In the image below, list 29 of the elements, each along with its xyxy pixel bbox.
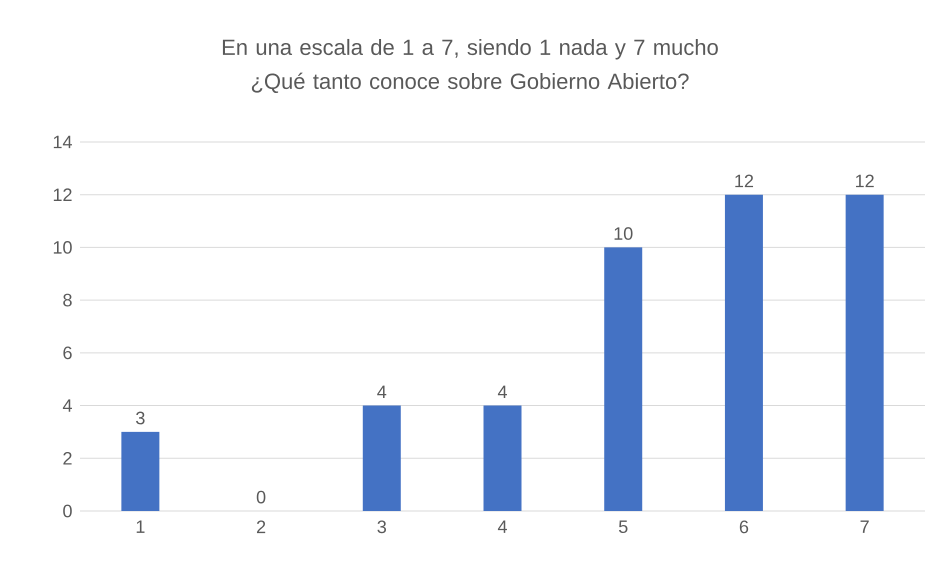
data-label: 3 [136, 412, 145, 424]
data-label: 4 [498, 386, 507, 398]
data-label: 4 [377, 386, 386, 398]
y-tick-label: 6 [63, 346, 72, 360]
chart-title: En una escala de 1 a 7, siendo 1 nada y 7 mucho ¿Qué tanto conoce sobre Gobierno Abierto? [222, 38, 718, 94]
x-tick-label: 5 [618, 520, 628, 534]
x-tick-label: 4 [498, 520, 507, 533]
x-tick-label: 1 [136, 520, 144, 533]
data-label: 12 [856, 174, 874, 188]
x-tick-label: 3 [377, 520, 386, 534]
bar [121, 432, 160, 511]
y-tick-label: 8 [63, 294, 72, 306]
data-label: 12 [735, 174, 754, 188]
x-tick-label: 2 [256, 520, 266, 534]
y-tick-label: 10 [54, 241, 72, 254]
bar [846, 194, 884, 511]
data-label: 10 [614, 227, 633, 240]
x-tick-label: 7 [860, 520, 869, 533]
y-tick-label: 14 [54, 136, 72, 148]
bar [362, 406, 401, 511]
bar [604, 247, 642, 511]
y-tick-label: 4 [62, 399, 72, 412]
bar [724, 194, 763, 511]
y-tick-label: 0 [63, 504, 72, 518]
data-label: 0 [256, 490, 266, 504]
y-tick-label: 2 [63, 452, 72, 465]
y-tick-label: 12 [54, 188, 72, 201]
bar [484, 406, 522, 511]
x-tick-label: 6 [740, 520, 748, 534]
